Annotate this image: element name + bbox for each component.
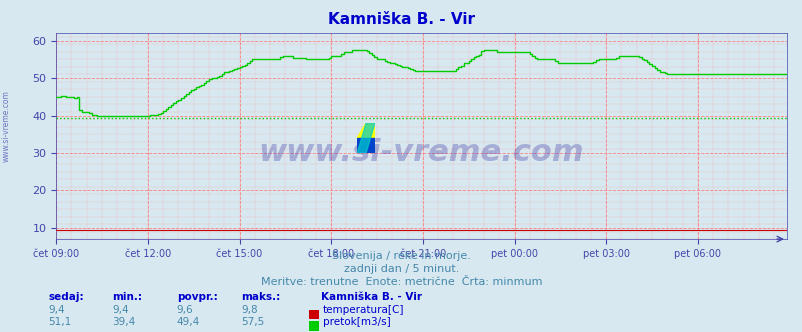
Text: zadnji dan / 5 minut.: zadnji dan / 5 minut.: [343, 264, 459, 274]
Text: Kamniška B. - Vir: Kamniška B. - Vir: [321, 292, 422, 302]
Text: 9,4: 9,4: [112, 305, 129, 315]
Polygon shape: [357, 123, 375, 153]
Text: Kamniška B. - Vir: Kamniška B. - Vir: [327, 12, 475, 27]
Text: www.si-vreme.com: www.si-vreme.com: [2, 90, 11, 162]
Text: 51,1: 51,1: [48, 317, 71, 327]
Text: 9,6: 9,6: [176, 305, 193, 315]
Text: pretok[m3/s]: pretok[m3/s]: [322, 317, 390, 327]
Text: 9,8: 9,8: [241, 305, 257, 315]
Text: 39,4: 39,4: [112, 317, 136, 327]
Text: 9,4: 9,4: [48, 305, 65, 315]
Polygon shape: [357, 123, 375, 138]
Text: min.:: min.:: [112, 292, 142, 302]
Text: temperatura[C]: temperatura[C]: [322, 305, 403, 315]
Text: 57,5: 57,5: [241, 317, 264, 327]
Text: www.si-vreme.com: www.si-vreme.com: [258, 138, 584, 167]
Text: povpr.:: povpr.:: [176, 292, 217, 302]
Text: Meritve: trenutne  Enote: metrične  Črta: minmum: Meritve: trenutne Enote: metrične Črta: …: [261, 277, 541, 287]
Text: Slovenija / reke in morje.: Slovenija / reke in morje.: [332, 251, 470, 261]
Text: sedaj:: sedaj:: [48, 292, 83, 302]
Polygon shape: [357, 138, 375, 153]
Text: maks.:: maks.:: [241, 292, 280, 302]
Text: 49,4: 49,4: [176, 317, 200, 327]
